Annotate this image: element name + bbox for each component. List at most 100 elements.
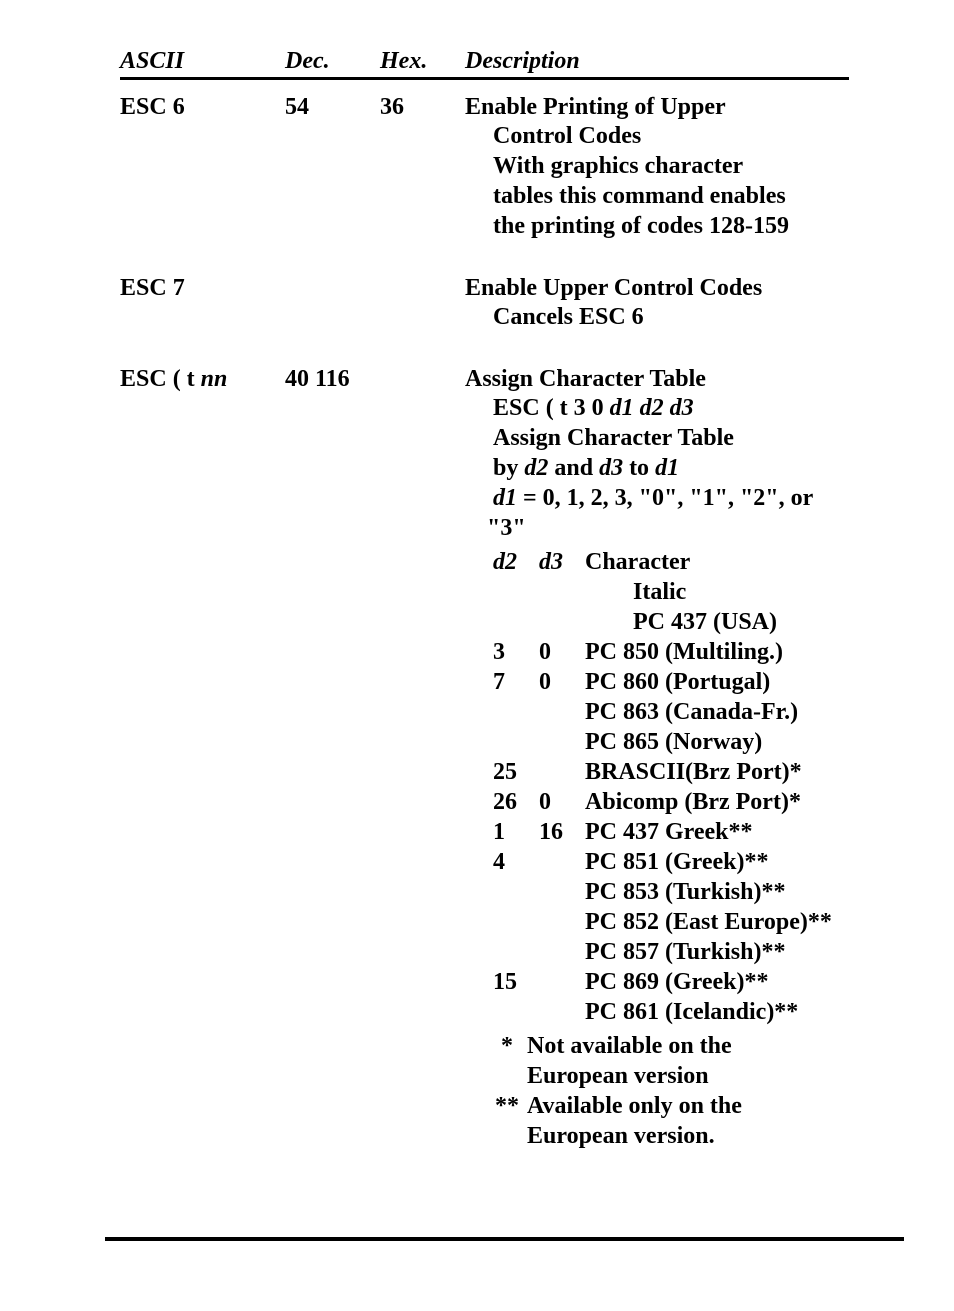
param: d2 xyxy=(524,455,548,481)
ascii-param: nn xyxy=(201,366,228,392)
param: d1 xyxy=(655,455,679,481)
footnote-mark: * xyxy=(487,1031,527,1061)
sub-row: PC 437 (USA) xyxy=(493,607,849,637)
header-desc: Description xyxy=(465,48,849,75)
sub-cell-char: PC 850 (Multiling.) xyxy=(585,637,849,667)
header-ascii: ASCII xyxy=(120,48,285,75)
cell-ascii: ESC 6 xyxy=(120,94,285,121)
sub-cell-char: PC 852 (East Europe)** xyxy=(585,907,849,937)
sub-cell-char: PC 437 (USA) xyxy=(585,607,849,637)
sub-cell-d3 xyxy=(539,877,585,907)
sub-cell-d3 xyxy=(539,907,585,937)
sub-row: Italic xyxy=(493,577,849,607)
sub-cell-d2: 7 xyxy=(493,667,539,697)
table-row: ESC ( t nn 40 116 Assign Character Table… xyxy=(120,366,849,1151)
sub-cell-d3 xyxy=(539,937,585,967)
table-row: ESC 6 54 36 Enable Printing of Upper Con… xyxy=(120,94,849,241)
sub-cell-d3 xyxy=(539,727,585,757)
desc-line: by d2 and d3 to d1 xyxy=(493,453,849,483)
table-header-row: ASCII Dec. Hex. Description xyxy=(120,48,849,80)
fn-line: Not available on the xyxy=(527,1031,849,1061)
desc-line: the printing of codes 128-159 xyxy=(493,211,849,241)
page: ASCII Dec. Hex. Description ESC 6 54 36 … xyxy=(0,0,954,1311)
sub-col-d2: d2 xyxy=(493,547,539,577)
sub-row: PC 852 (East Europe)** xyxy=(493,907,849,937)
cell-desc: Enable Printing of Upper Control Codes W… xyxy=(465,94,849,241)
cell-desc: Enable Upper Control Codes Cancels ESC 6 xyxy=(465,275,849,332)
sub-cell-d3 xyxy=(539,577,585,607)
param: d1 xyxy=(493,485,517,511)
sub-cell-char: Abicomp (Brz Port)* xyxy=(585,787,849,817)
cell-dec: 54 xyxy=(285,94,380,121)
sub-cell-char: BRASCII(Brz Port)* xyxy=(585,757,849,787)
sub-row: 260Abicomp (Brz Port)* xyxy=(493,787,849,817)
sub-row: PC 853 (Turkish)** xyxy=(493,877,849,907)
footnotes: * Not available on the European version … xyxy=(487,1031,849,1151)
sub-cell-d2: 25 xyxy=(493,757,539,787)
sub-cell-char: PC 860 (Portugal) xyxy=(585,667,849,697)
sub-row: 25 BRASCII(Brz Port)* xyxy=(493,757,849,787)
sub-cell-d2 xyxy=(493,907,539,937)
desc-body: Cancels ESC 6 xyxy=(493,302,849,332)
text: and xyxy=(548,455,599,481)
ascii-text: ESC ( t xyxy=(120,366,201,392)
sub-cell-d3: 16 xyxy=(539,817,585,847)
sub-rows: ItalicPC 437 (USA)30PC 850 (Multiling.)7… xyxy=(493,577,849,1027)
desc-line: "3" xyxy=(487,513,849,543)
footnote-text: Not available on the European version xyxy=(527,1031,849,1091)
sub-row: 70PC 860 (Portugal) xyxy=(493,667,849,697)
sub-cell-d2 xyxy=(493,577,539,607)
sub-row: 15 PC 869 (Greek)** xyxy=(493,967,849,997)
sub-cell-d3: 0 xyxy=(539,637,585,667)
sub-row: PC 861 (Icelandic)** xyxy=(493,997,849,1027)
cell-ascii: ESC ( t nn xyxy=(120,366,285,393)
sub-row: 4PC 851 (Greek)** xyxy=(493,847,849,877)
footnote: * Not available on the European version xyxy=(487,1031,849,1091)
cell-hex: 36 xyxy=(380,94,465,121)
sub-cell-d2 xyxy=(493,697,539,727)
bottom-rule xyxy=(105,1237,904,1241)
sub-cell-d3: 0 xyxy=(539,667,585,697)
desc-body: Control Codes With graphics character ta… xyxy=(493,121,849,241)
sub-row: PC 863 (Canada-Fr.) xyxy=(493,697,849,727)
sub-cell-char: Italic xyxy=(585,577,849,607)
desc-line: tables this command enables xyxy=(493,181,849,211)
sub-header: d2 d3 Character xyxy=(493,547,849,577)
entries: ESC 6 54 36 Enable Printing of Upper Con… xyxy=(120,94,849,1151)
fn-line: Available only on the xyxy=(527,1091,849,1121)
desc-line: d1 = 0, 1, 2, 3, "0", "1", "2", or xyxy=(493,483,849,513)
footnote: ** Available only on the European versio… xyxy=(487,1091,849,1151)
sub-cell-d2: 15 xyxy=(493,967,539,997)
sub-cell-d3 xyxy=(539,757,585,787)
desc-title: Enable Upper Control Codes xyxy=(465,275,849,302)
footnote-mark: ** xyxy=(487,1091,527,1121)
desc-line: Assign Character Table xyxy=(493,423,849,453)
sub-row: 116PC 437 Greek** xyxy=(493,817,849,847)
sub-cell-d3 xyxy=(539,997,585,1027)
sub-cell-d3 xyxy=(539,967,585,997)
sub-cell-char: PC 869 (Greek)** xyxy=(585,967,849,997)
sub-cell-d2: 4 xyxy=(493,847,539,877)
text: = 0, 1, 2, 3, "0", "1", "2", or xyxy=(517,485,813,511)
param: d1 d2 d3 xyxy=(610,395,694,421)
desc-line: Control Codes xyxy=(493,121,849,151)
table-row: ESC 7 Enable Upper Control Codes Cancels… xyxy=(120,275,849,332)
sub-cell-d2 xyxy=(493,727,539,757)
text: by xyxy=(493,455,524,481)
sub-row: 30PC 850 (Multiling.) xyxy=(493,637,849,667)
character-sub-table: d2 d3 Character ItalicPC 437 (USA)30PC 8… xyxy=(493,547,849,1027)
text: ESC ( t 3 0 xyxy=(493,395,610,421)
sub-cell-char: PC 863 (Canada-Fr.) xyxy=(585,697,849,727)
sub-cell-d2: 1 xyxy=(493,817,539,847)
sub-cell-char: PC 853 (Turkish)** xyxy=(585,877,849,907)
cell-dec: 40 116 xyxy=(285,366,380,393)
header-dec: Dec. xyxy=(285,48,380,75)
sub-cell-d2: 3 xyxy=(493,637,539,667)
desc-line: Cancels ESC 6 xyxy=(493,302,849,332)
desc-line: With graphics character xyxy=(493,151,849,181)
sub-cell-d2 xyxy=(493,997,539,1027)
sub-cell-d2 xyxy=(493,607,539,637)
sub-col-d3: d3 xyxy=(539,547,585,577)
header-hex: Hex. xyxy=(380,48,465,75)
desc-body: ESC ( t 3 0 d1 d2 d3 Assign Character Ta… xyxy=(493,393,849,1151)
